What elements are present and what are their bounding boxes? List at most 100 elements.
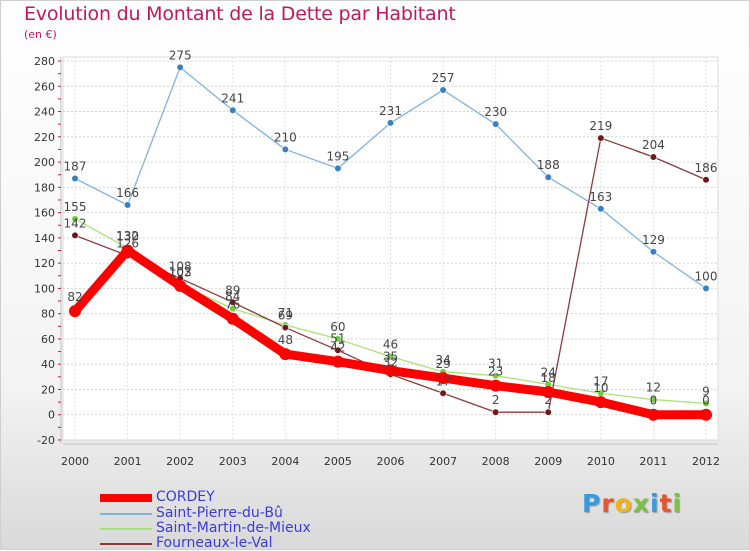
data-label: 34 [435,353,450,367]
data-point [334,346,342,354]
y-tick-label: 240 [34,106,55,119]
data-point [386,119,395,127]
y-tick-label: 120 [34,257,55,270]
data-point [386,353,395,361]
data-point [69,305,81,318]
legend-label: Fourneaux-le-Val [156,535,273,551]
data-label: 103 [169,266,192,280]
data-label: 219 [589,119,612,133]
x-tick-label: 2000 [61,455,89,468]
x-tick-label: 2005 [324,455,352,468]
y-tick-label: -20 [37,434,55,447]
data-point [226,312,239,325]
y-tick-label: 60 [41,333,55,346]
data-point [492,120,500,128]
chart-title: Evolution du Montant de la Dette par Hab… [24,3,456,25]
data-label: 186 [695,161,718,175]
data-point [439,86,447,94]
data-point [647,408,660,421]
data-point [700,408,712,421]
x-tick-label: 2002 [166,455,194,468]
data-label: 0 [702,394,710,408]
data-point [649,395,658,404]
data-label: 71 [278,306,293,320]
data-label: 51 [330,331,345,345]
data-label: 100 [695,269,718,283]
logo-letter: i [672,489,683,518]
data-label: 89 [225,283,240,297]
proxiti-logo: Proxiti [582,489,682,518]
data-label: 188 [537,158,560,172]
data-label: 130 [116,230,139,244]
data-point [229,106,237,114]
data-point [174,279,187,292]
data-point [489,379,502,392]
data-label: 132 [116,229,139,243]
x-tick-label: 2004 [271,455,299,468]
data-label: 46 [383,338,398,352]
data-label: 195 [326,149,349,163]
y-tick-label: 40 [41,358,55,371]
y-tick-label: 100 [34,282,55,295]
y-tick-label: 0 [48,409,55,422]
data-label: 257 [432,71,455,85]
data-point [439,389,447,397]
legend-swatch [100,513,152,515]
data-label: 32 [383,355,398,369]
data-point [279,348,292,361]
data-point [334,164,342,172]
data-label: 18 [541,371,556,385]
x-tick-label: 2009 [534,455,562,468]
data-label: 142 [64,216,87,230]
data-point [176,63,184,71]
x-tick-label: 2001 [114,455,142,468]
data-label: 163 [589,190,612,204]
data-label: 210 [274,130,297,144]
x-tick-label: 2011 [639,455,667,468]
line-chart: -200204060801001201401601802002202402602… [34,48,720,468]
data-point [71,231,79,239]
data-label: 2 [544,393,552,407]
legend-swatch [100,543,152,545]
data-point [702,399,710,407]
y-tick-label: 180 [34,181,55,194]
logo-letter: P [582,489,602,518]
data-point [281,323,289,332]
data-point [597,134,605,142]
data-point [229,298,237,306]
data-label: 12 [646,381,661,395]
data-label: 166 [116,186,139,200]
x-tick-label: 2007 [429,455,457,468]
data-point [384,364,397,377]
data-point [542,385,555,398]
data-label: 231 [379,104,402,118]
x-tick-label: 2003 [219,455,247,468]
data-label: 48 [278,333,293,347]
y-tick-label: 20 [41,383,55,396]
data-point [71,174,79,183]
data-label: 108 [169,259,192,273]
data-point [334,335,342,343]
x-tick-label: 2012 [692,455,720,468]
data-label: 187 [64,159,87,173]
data-point [123,201,132,209]
logo-letter: t [659,489,673,518]
data-point [492,408,500,416]
data-label: 24 [541,365,556,379]
logo-letter: x [632,489,650,518]
legend-label: Saint-Pierre-du-Bû [156,505,283,521]
legend-label: Saint-Martin-de-Mieux [156,520,311,536]
data-label: 230 [484,105,507,119]
data-label: 82 [67,290,82,304]
data-point [437,372,450,385]
y-tick-label: 200 [34,156,55,169]
x-tick-label: 2010 [587,455,615,468]
data-point [281,145,289,154]
y-tick-label: 280 [34,55,55,68]
data-point [544,173,552,181]
data-label: 241 [221,91,244,105]
logo-letter: i [650,489,660,518]
data-label: 76 [225,298,240,312]
x-tick-label: 2006 [377,455,405,468]
data-label: 10 [593,381,608,395]
